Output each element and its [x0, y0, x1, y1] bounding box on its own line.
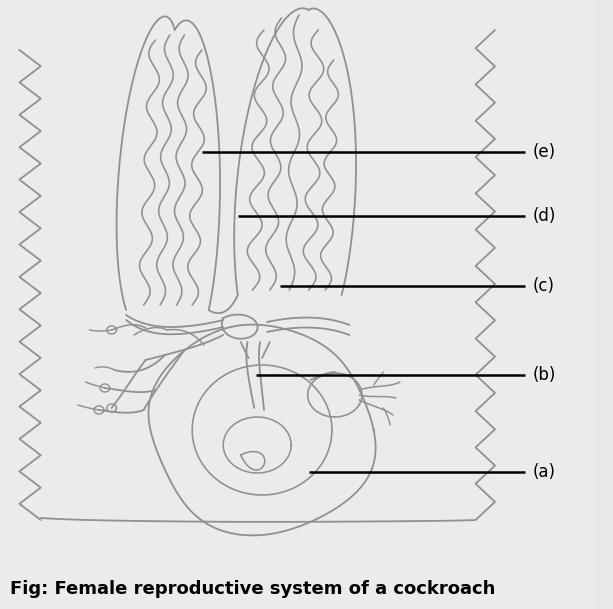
Text: (e): (e): [533, 143, 555, 161]
Text: (d): (d): [533, 207, 556, 225]
Text: (b): (b): [533, 365, 556, 384]
Text: (c): (c): [533, 277, 555, 295]
Text: (a): (a): [533, 463, 555, 481]
Text: Fig: Female reproductive system of a cockroach: Fig: Female reproductive system of a coc…: [10, 580, 495, 598]
